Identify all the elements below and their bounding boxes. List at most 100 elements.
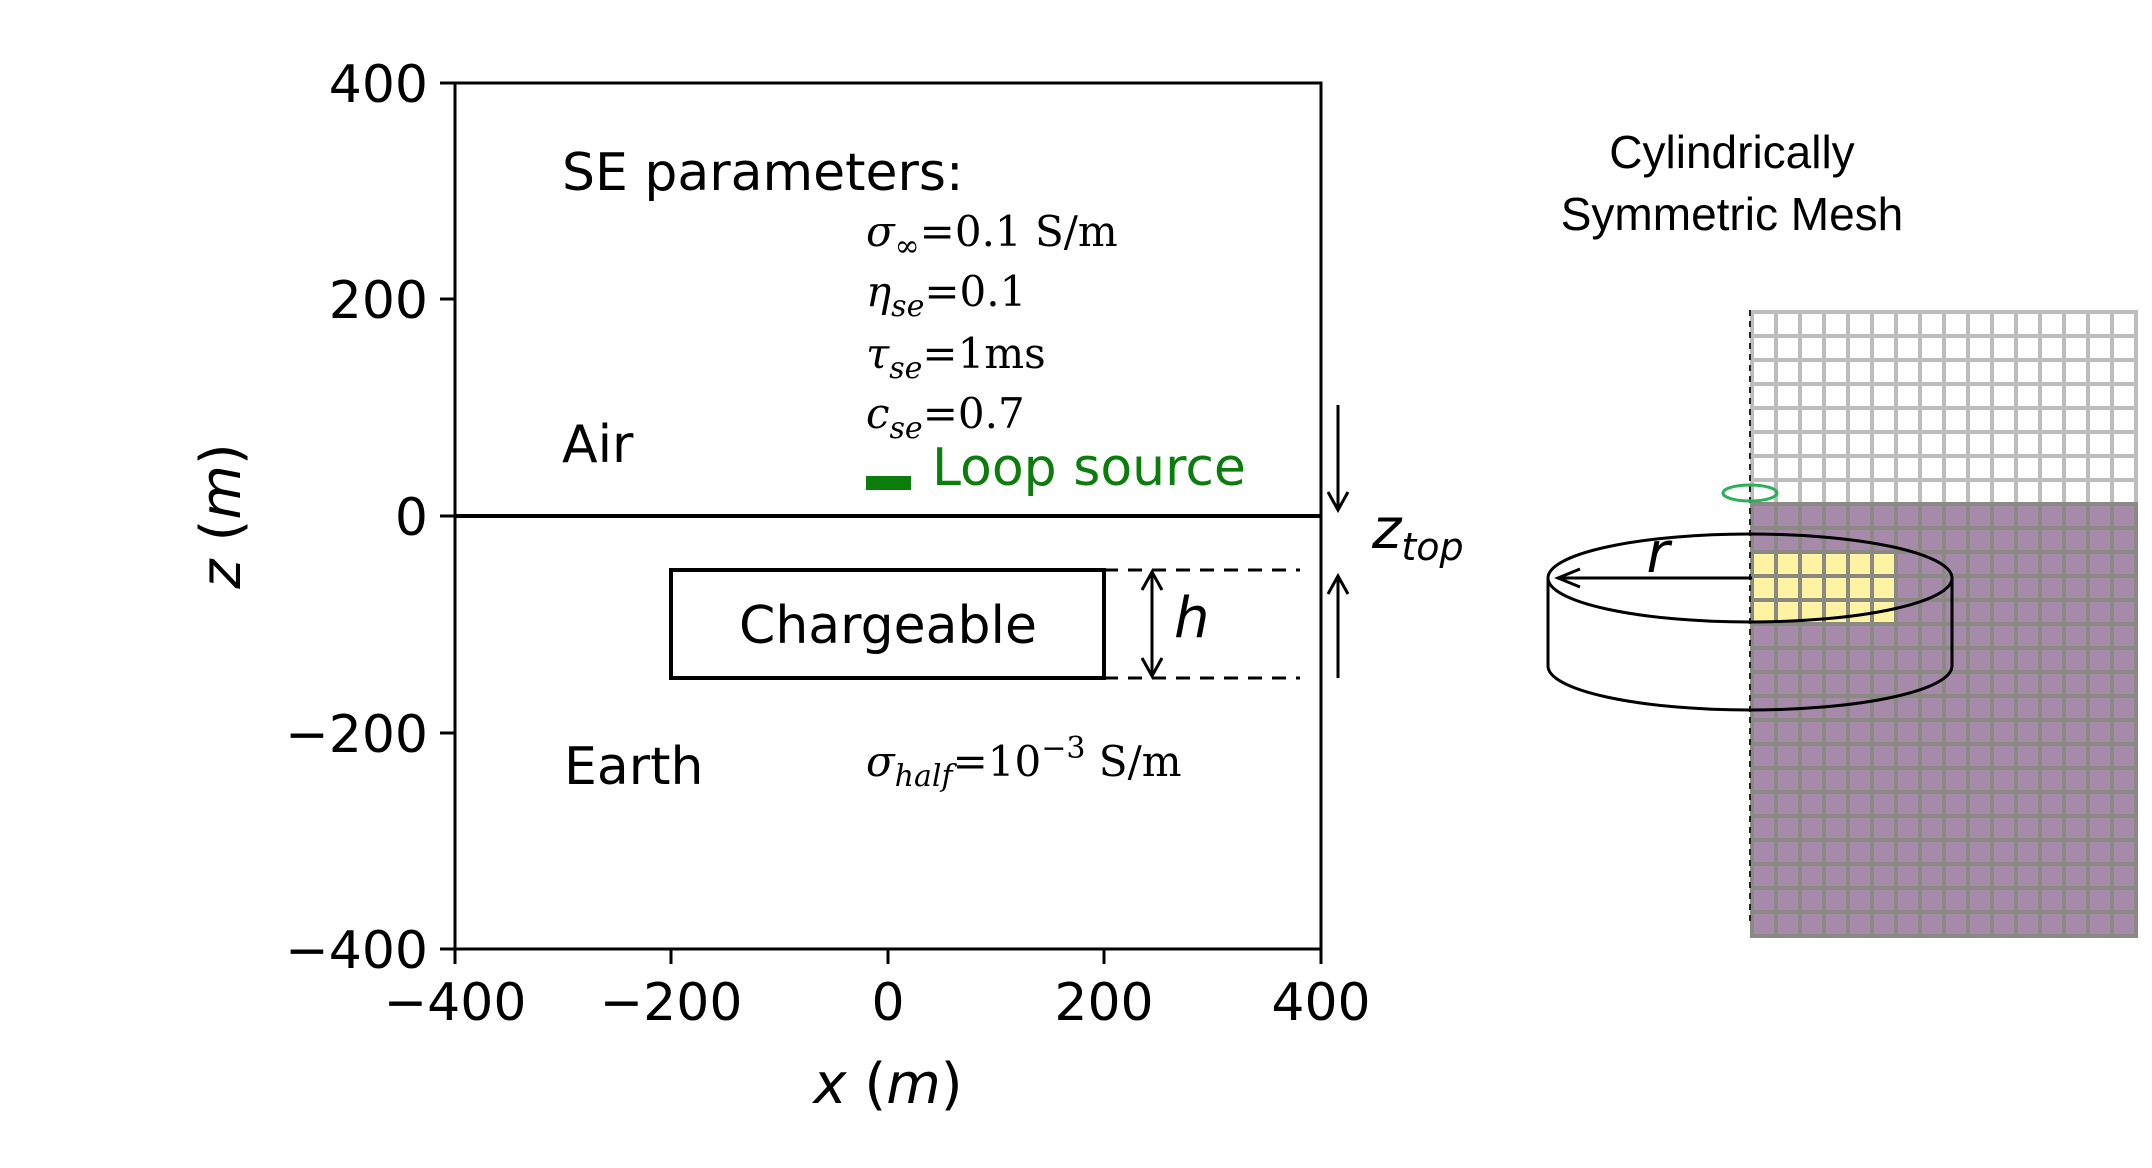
mesh-cell-earth xyxy=(1894,910,1922,938)
mesh-cell-earth xyxy=(1750,790,1778,818)
mesh-cell-earth xyxy=(2014,598,2042,626)
mesh-cell-earth xyxy=(1798,526,1826,554)
mesh-cell-air xyxy=(2062,478,2090,506)
mesh-cell-earth xyxy=(2038,574,2066,602)
mesh-cell-air xyxy=(2014,382,2042,410)
mesh-cell-air xyxy=(1822,382,1850,410)
mesh-cell-earth xyxy=(2086,838,2114,866)
mesh-cell-air xyxy=(2014,334,2042,362)
mesh-cell-earth xyxy=(1894,886,1922,914)
mesh-cell-earth xyxy=(1846,910,1874,938)
mesh-cell-air xyxy=(1942,430,1970,458)
mesh-cell-air xyxy=(1846,406,1874,434)
mesh-cell-air xyxy=(1942,406,1970,434)
mesh-cell-earth xyxy=(1990,694,2018,722)
mesh-cell-earth xyxy=(1870,790,1898,818)
mesh-cell-earth xyxy=(2038,790,2066,818)
mesh-cell-earth xyxy=(2038,694,2066,722)
mesh-cell-earth xyxy=(2062,622,2090,650)
mesh-cell-earth xyxy=(1990,838,2018,866)
mesh-cell-earth xyxy=(2086,862,2114,890)
mesh-cell-earth xyxy=(1750,910,1778,938)
mesh-cell-air xyxy=(2062,310,2090,338)
c-symbol: c xyxy=(866,389,890,438)
mesh-cell-earth xyxy=(1918,622,1946,650)
mesh-cell-earth xyxy=(1798,886,1826,914)
mesh-cell-earth xyxy=(2014,526,2042,554)
mesh-cell-earth xyxy=(1798,718,1826,746)
mesh-cell-earth xyxy=(2086,646,2114,674)
sigma-half-value: =10 xyxy=(953,737,1042,786)
mesh-cell-earth xyxy=(1942,502,1970,530)
mesh-cell-air xyxy=(1822,406,1850,434)
mesh-cell-earth xyxy=(2086,598,2114,626)
mesh-cell-earth xyxy=(2086,526,2114,554)
mesh-cell-earth xyxy=(2110,526,2138,554)
mesh-cell-air xyxy=(2038,310,2066,338)
mesh-cell-air xyxy=(2014,430,2042,458)
mesh-cell-air xyxy=(2038,406,2066,434)
mesh-cell-earth xyxy=(2062,718,2090,746)
mesh-cell-air xyxy=(2038,334,2066,362)
x-axis-label-unit: m xyxy=(886,1052,941,1117)
tau-param: τse=1ms xyxy=(866,329,1046,386)
mesh-cell-target xyxy=(1774,574,1802,602)
x-tick-label: 200 xyxy=(1054,973,1153,1033)
mesh-cell-earth xyxy=(1966,622,1994,650)
mesh-cell-air xyxy=(2038,454,2066,482)
mesh-cell-earth xyxy=(2062,646,2090,674)
mesh-cell-air xyxy=(1918,478,1946,506)
mesh-cell-air xyxy=(1870,406,1898,434)
mesh-cell-earth xyxy=(2086,790,2114,818)
mesh-cell-earth xyxy=(1798,670,1826,698)
mesh-cell-earth xyxy=(1942,622,1970,650)
mesh-cell-earth xyxy=(1870,502,1898,530)
mesh-cell-earth xyxy=(1822,862,1850,890)
mesh-cell-earth xyxy=(1894,550,1922,578)
mesh-cell-earth xyxy=(2062,694,2090,722)
mesh-cell-earth xyxy=(1942,598,1970,626)
x-axis-label: x (m) xyxy=(811,1052,962,1117)
mesh-cell-earth xyxy=(1918,598,1946,626)
mesh-cell-earth xyxy=(1966,502,1994,530)
mesh-cell-target xyxy=(1846,598,1874,626)
x-tick-label: −200 xyxy=(600,973,743,1033)
eta-symbol: η xyxy=(866,267,891,316)
mesh-cell-earth xyxy=(1822,910,1850,938)
mesh-cell-earth xyxy=(1846,838,1874,866)
mesh-cell-earth xyxy=(1870,622,1898,650)
mesh-cell-earth xyxy=(2110,886,2138,914)
mesh-cell-air xyxy=(1846,310,1874,338)
z-axis-label-open: ( xyxy=(189,520,254,560)
mesh-cell-air xyxy=(2086,430,2114,458)
mesh-cell-air xyxy=(1966,358,1994,386)
mesh-cell-air xyxy=(2110,478,2138,506)
mesh-cell-earth xyxy=(1846,814,1874,842)
mesh-cell-earth xyxy=(1870,886,1898,914)
mesh-cell-earth xyxy=(1942,910,1970,938)
mesh-cell-air xyxy=(1798,382,1826,410)
eta-sub: se xyxy=(891,289,924,324)
mesh-cell-earth xyxy=(1822,646,1850,674)
c-param: cse=0.7 xyxy=(866,389,1025,446)
mesh-cell-target xyxy=(1798,574,1826,602)
mesh-cell-air xyxy=(1774,478,1802,506)
mesh-cell-earth xyxy=(1942,766,1970,794)
mesh-cell-air xyxy=(1870,358,1898,386)
mesh-cell-earth xyxy=(2014,814,2042,842)
mesh-cell-earth xyxy=(1774,790,1802,818)
sigma-half-symbol: σ xyxy=(866,737,896,786)
mesh-cell-air xyxy=(2038,358,2066,386)
mesh-cell-earth xyxy=(2110,814,2138,842)
mesh-cell-air xyxy=(1966,478,1994,506)
mesh-cell-earth xyxy=(1870,670,1898,698)
mesh-cell-earth xyxy=(1822,622,1850,650)
mesh-cell-earth xyxy=(1750,670,1778,698)
mesh-cell-earth xyxy=(2062,526,2090,554)
mesh-cell-earth xyxy=(1750,694,1778,722)
mesh-cell-earth xyxy=(1894,838,1922,866)
mesh-cell-air xyxy=(2086,406,2114,434)
z-tick-label: −200 xyxy=(285,705,428,765)
mesh-cell-air xyxy=(1990,334,2018,362)
